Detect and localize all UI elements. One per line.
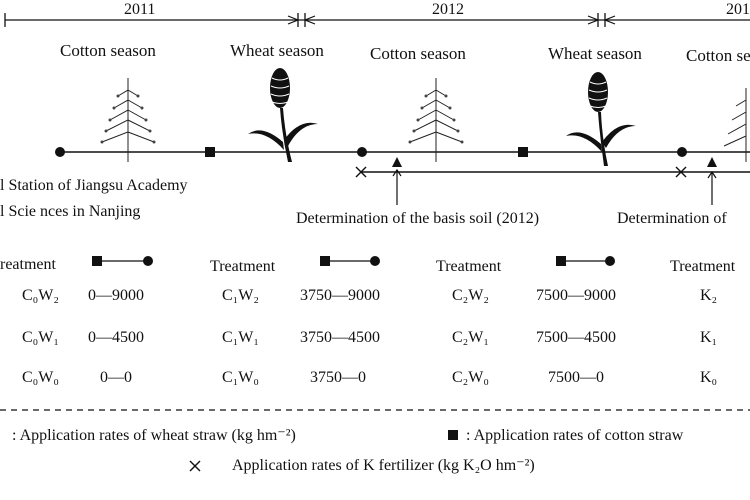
treatment-code: K₂ [700,287,718,304]
square-marker-icon [205,147,215,157]
season-label: Cotton season [686,46,750,65]
cross-marker-icon [675,166,687,178]
treatment-code: C₂W₀ [452,369,489,386]
cross-marker-icon [189,460,201,472]
season-label: Wheat season [230,41,324,60]
station-text: l Scie nces in Nanjing [0,203,141,220]
legend-cotton-straw: : Application rates of cotton straw [466,427,684,444]
year-label: 201 [726,1,750,18]
treatment-code: C₁W₀ [222,369,259,386]
wheat-plant-icon [248,68,318,162]
cross-marker-icon [355,166,367,178]
cotton-plant-icon [408,78,464,162]
square-marker-icon [448,430,458,440]
treatment-value: 0—0 [100,369,132,386]
treatment-value: 3750—0 [310,369,366,386]
treatment-key-icon [556,256,615,266]
determination-label: Determination of the basis soil (2012) [296,210,540,227]
treatment-code: K₀ [700,369,718,386]
treatment-code: C₂W₂ [452,287,489,304]
treatment-header: reatment [0,256,56,273]
cotton-plant-icon [723,88,747,162]
treatment-code: C₂W₁ [452,329,489,346]
treatment-value: 7500—4500 [536,329,616,346]
treatment-value: 7500—9000 [536,287,616,304]
season-label: Cotton season [370,44,466,63]
treatment-key-icon [320,256,380,266]
arrow-up-icon [707,170,717,205]
triangle-marker-icon [707,157,717,167]
season-label: Wheat season [548,44,642,63]
treatment-value: 0—9000 [88,287,144,304]
treatment-header: Treatment [436,258,502,275]
legend-k-fertilizer: Application rates of K fertilizer (kg K₂… [232,457,535,474]
treatment-code: C₀W₀ [22,369,59,386]
treatment-code: C₀W₂ [22,287,59,304]
wheat-plant-icon [566,72,636,166]
treatment-value: 7500—0 [548,369,604,386]
circle-marker-icon [357,147,367,157]
treatment-code: K₁ [700,329,718,346]
treatment-code: C₀W₁ [22,329,59,346]
cotton-plant-icon [100,78,156,162]
treatment-key-icon [92,256,153,266]
year-label: 2011 [124,1,156,18]
determination-label: Determination of [617,210,727,227]
year-label: 2012 [432,1,464,18]
treatment-header: Treatment [670,258,736,275]
square-marker-icon [518,147,528,157]
treatment-header: Treatment [210,258,276,275]
circle-marker-icon [677,147,687,157]
treatment-code: C₁W₁ [222,329,259,346]
legend-wheat-straw: : Application rates of wheat straw (kg h… [12,427,296,444]
treatment-code: C₁W₂ [222,287,259,304]
season-label: Cotton season [60,41,156,60]
treatment-value: 3750—4500 [300,329,380,346]
triangle-marker-icon [392,157,402,167]
treatment-value: 0—4500 [88,329,144,346]
station-text: l Station of Jiangsu Academy [0,177,188,194]
treatment-value: 3750—9000 [300,287,380,304]
arrow-up-icon [392,168,402,205]
circle-marker-icon [55,147,65,157]
